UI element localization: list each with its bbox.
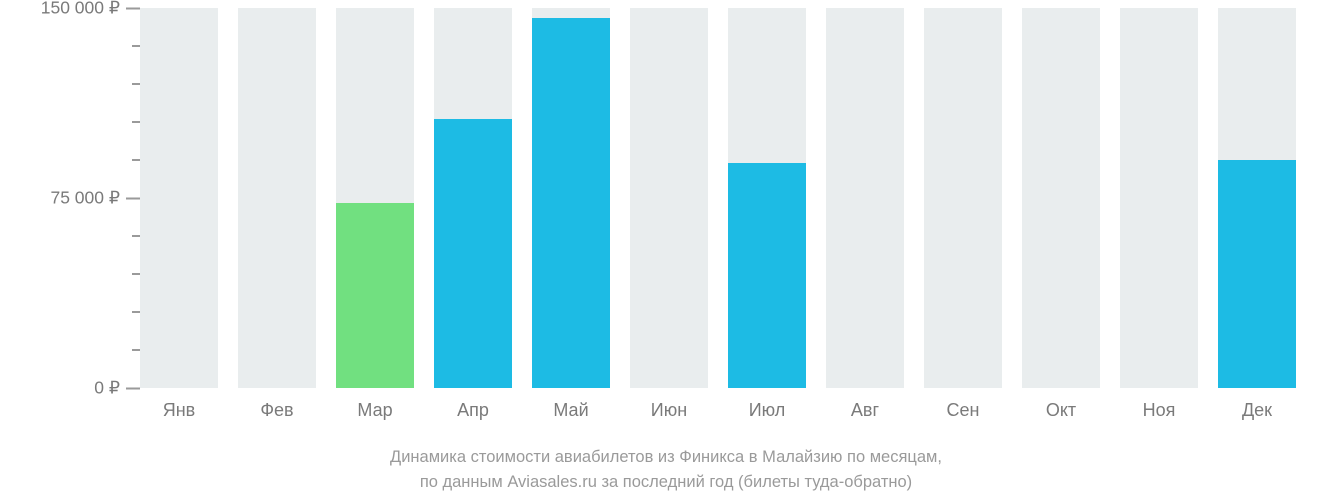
x-axis-label: Окт [1022, 400, 1100, 421]
x-axis-label: Мар [336, 400, 414, 421]
y-tick-dash [132, 121, 140, 123]
y-tick-minor [132, 273, 140, 275]
y-tick-major: 0 ₽ [94, 378, 140, 399]
bar-slot [924, 8, 1002, 388]
y-tick-label: 0 ₽ [94, 378, 120, 399]
x-axis-label: Май [532, 400, 610, 421]
bar-slot [532, 8, 610, 388]
y-tick-minor [132, 159, 140, 161]
y-tick-dash [132, 45, 140, 47]
bar-background [140, 8, 218, 388]
y-tick-dash [126, 387, 140, 389]
bar-background [924, 8, 1002, 388]
bar[interactable] [532, 18, 610, 388]
x-axis-label: Июл [728, 400, 806, 421]
bar-slot [1120, 8, 1198, 388]
y-tick-label: 150 000 ₽ [41, 0, 120, 19]
bar-background [630, 8, 708, 388]
y-tick-minor [132, 121, 140, 123]
y-tick-dash [132, 235, 140, 237]
y-tick-minor [132, 83, 140, 85]
bar-slot [140, 8, 218, 388]
bar-cheapest[interactable] [336, 203, 414, 388]
chart-caption-line2: по данным Aviasales.ru за последний год … [0, 470, 1332, 495]
bar-slot [826, 8, 904, 388]
bar[interactable] [1218, 160, 1296, 388]
x-axis-label: Июн [630, 400, 708, 421]
chart-caption-line1: Динамика стоимости авиабилетов из Финикс… [0, 445, 1332, 470]
y-tick-major: 150 000 ₽ [41, 0, 140, 19]
bar[interactable] [434, 119, 512, 388]
bar-slot [1022, 8, 1100, 388]
y-tick-major: 75 000 ₽ [50, 188, 140, 209]
y-tick-dash [126, 197, 140, 199]
x-axis-label: Авг [826, 400, 904, 421]
bar-slot [434, 8, 512, 388]
bar-slot [728, 8, 806, 388]
y-tick-minor [132, 235, 140, 237]
y-tick-dash [132, 311, 140, 313]
plot-area [140, 8, 1320, 388]
bar[interactable] [728, 163, 806, 388]
x-axis-label: Апр [434, 400, 512, 421]
y-tick-dash [132, 273, 140, 275]
y-axis: 0 ₽75 000 ₽150 000 ₽ [0, 8, 140, 388]
bar-slot [238, 8, 316, 388]
bar-background [1022, 8, 1100, 388]
y-tick-dash [132, 349, 140, 351]
y-tick-dash [132, 83, 140, 85]
bar-background [826, 8, 904, 388]
x-axis-label: Фев [238, 400, 316, 421]
y-tick-dash [132, 159, 140, 161]
y-tick-label: 75 000 ₽ [50, 188, 120, 209]
x-axis-label: Ноя [1120, 400, 1198, 421]
bar-background [238, 8, 316, 388]
bar-slot [336, 8, 414, 388]
x-axis-label: Янв [140, 400, 218, 421]
y-tick-dash [126, 7, 140, 9]
bar-slot [1218, 8, 1296, 388]
bar-background [1120, 8, 1198, 388]
x-axis-label: Дек [1218, 400, 1296, 421]
x-axis-label: Сен [924, 400, 1002, 421]
y-tick-minor [132, 311, 140, 313]
bar-slot [630, 8, 708, 388]
y-tick-minor [132, 349, 140, 351]
x-axis-labels: Янв Фев Мар Апр Май Июн Июл Авг Сен Окт Ноя Дек [140, 400, 1320, 430]
price-by-month-chart: 0 ₽75 000 ₽150 000 ₽ ЯнвФевМарАпрМайИюнИ… [0, 0, 1332, 502]
y-tick-minor [132, 45, 140, 47]
